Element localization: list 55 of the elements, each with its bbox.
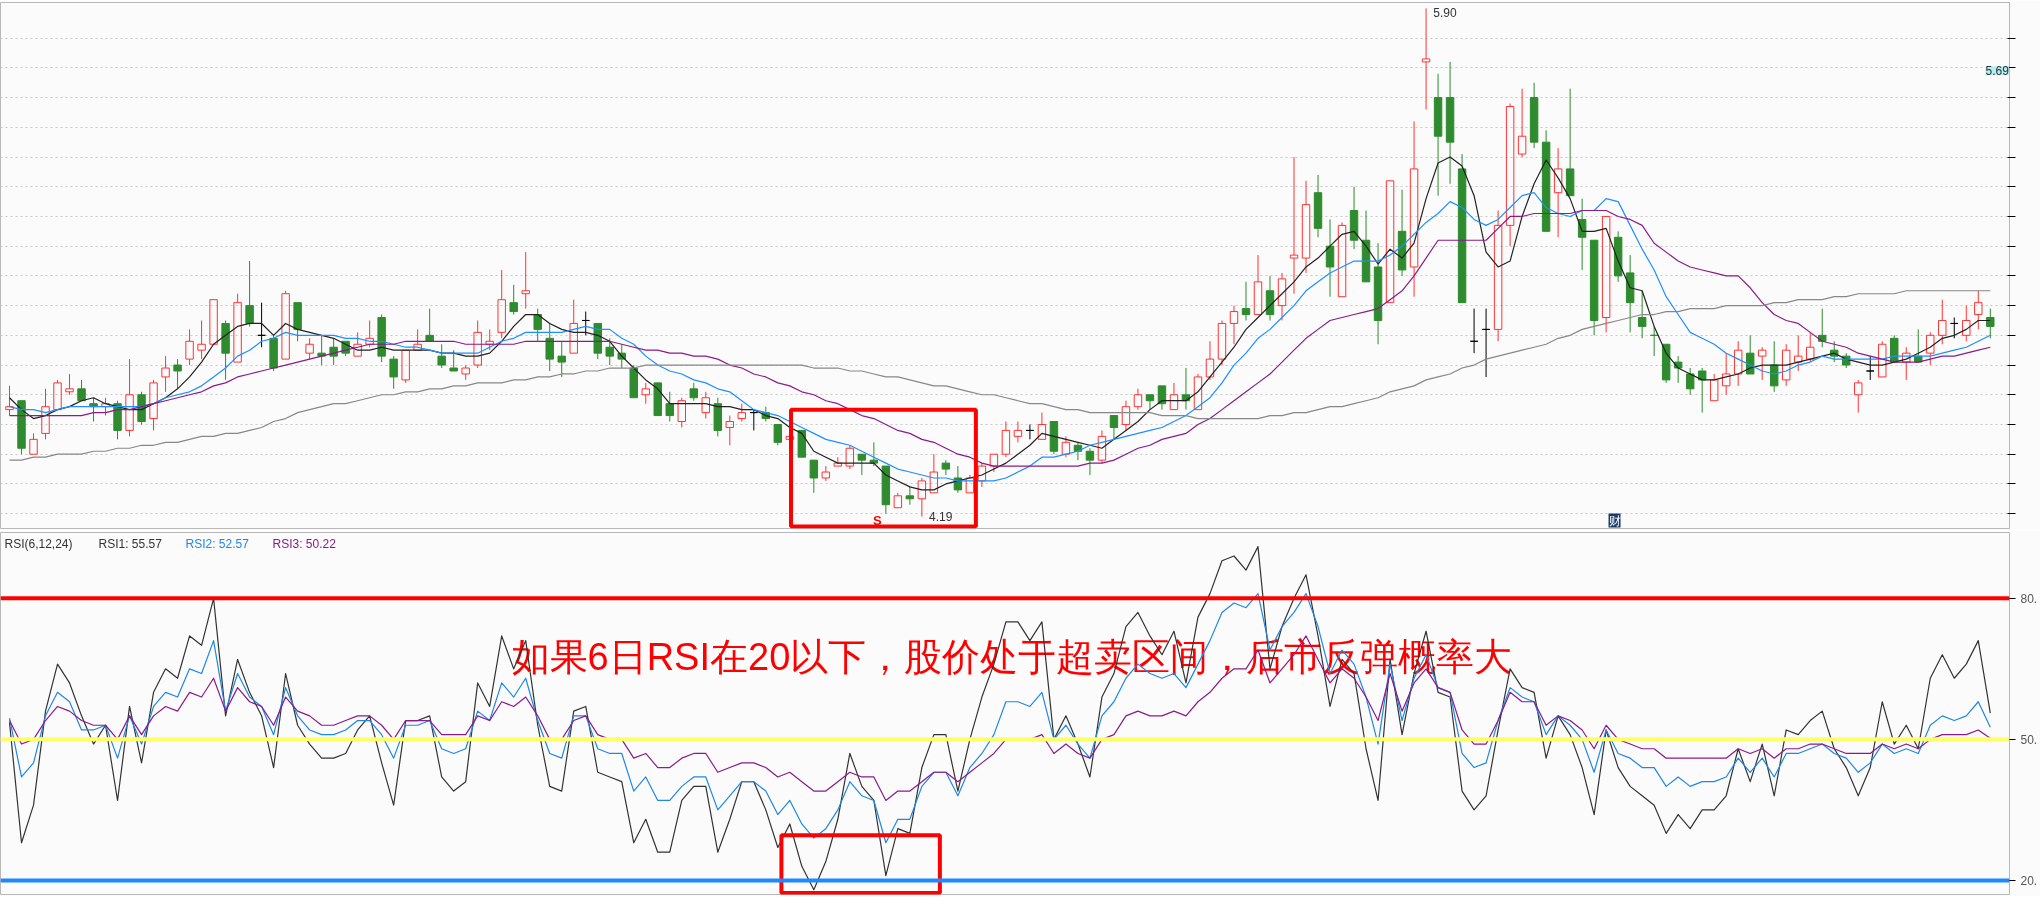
candlestick: [1061, 435, 1071, 458]
candlestick: [221, 319, 230, 381]
line-series: [8, 593, 1991, 844]
candlestick: [1433, 73, 1443, 197]
candlestick: [1277, 272, 1287, 321]
candlestick: [1733, 340, 1743, 387]
y-tick-label: 80.: [2020, 591, 2038, 606]
candlestick: [1013, 421, 1023, 443]
candlestick: [905, 486, 915, 506]
text: RSI2: 52.57: [185, 536, 250, 551]
candlestick: [521, 251, 530, 310]
text: RSI1: 55.57: [98, 536, 163, 551]
candlestick: [1301, 180, 1311, 274]
annotation: 5.90: [1433, 6, 1457, 21]
chart-title: RSI(6,12,24): [4, 536, 73, 551]
candlestick: [5, 385, 14, 417]
candlestick: [1349, 186, 1359, 250]
candlestick: [1577, 198, 1587, 271]
candlestick: [65, 373, 74, 396]
candlestick: [509, 284, 518, 316]
candlestick: [1757, 346, 1767, 381]
candlestick: [1445, 61, 1455, 185]
candlestick: [1517, 88, 1527, 158]
candlestick: [1133, 388, 1143, 411]
candlestick: [1613, 230, 1623, 283]
candlestick: [1902, 346, 1911, 381]
candlestick: [161, 355, 170, 393]
candlestick: [1229, 305, 1239, 345]
candlestick: [1409, 120, 1419, 298]
text: RSI3: 50.22: [272, 536, 337, 551]
annotation: 4.19: [929, 510, 953, 525]
candlestick: [1001, 421, 1011, 458]
candlestick: [1553, 147, 1563, 238]
candlestick: [941, 459, 951, 476]
candlestick: [1529, 82, 1539, 149]
y-tick-label: 20.: [2020, 873, 2038, 888]
candlestick: [917, 477, 927, 518]
candlestick: [1313, 174, 1323, 238]
candlestick: [1121, 400, 1131, 431]
candlestick: [1505, 103, 1515, 247]
candlestick: [1205, 340, 1215, 381]
y-tick-label: 50.: [2020, 732, 2038, 747]
candlestick: [1493, 210, 1503, 342]
annotation: S: [873, 512, 883, 528]
candlestick: [1625, 254, 1635, 333]
candlestick: [1085, 447, 1095, 476]
candlestick: [1289, 156, 1299, 295]
candlestick: [1325, 218, 1335, 298]
annotation: 财: [1608, 513, 1621, 528]
candlestick: [1241, 281, 1251, 321]
candlestick: [1373, 242, 1383, 345]
annotation: 5.69: [1985, 64, 2010, 79]
candlestick: [1421, 7, 1431, 110]
candlestick: [1217, 319, 1227, 366]
line-series: [8, 635, 1991, 802]
